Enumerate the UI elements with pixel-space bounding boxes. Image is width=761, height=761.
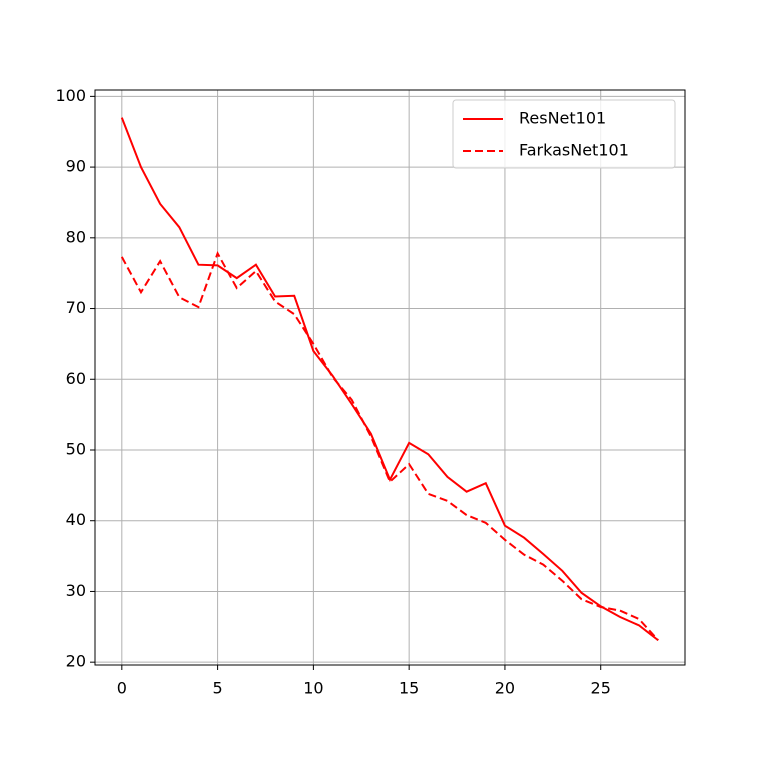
y-tick-label: 60: [66, 369, 86, 388]
y-tick-label: 50: [66, 439, 86, 458]
y-tick-label: 30: [66, 581, 86, 600]
y-tick-label: 70: [66, 298, 86, 317]
x-tick-label: 25: [591, 679, 611, 698]
plot-frame: [94, 89, 686, 666]
x-tick-label: 15: [399, 679, 419, 698]
y-tick-label: 90: [66, 157, 86, 176]
y-tick-label: 20: [66, 652, 86, 671]
x-tick-label: 20: [495, 679, 515, 698]
y-tick-label: 80: [66, 227, 86, 246]
series-line: [120, 117, 659, 642]
legend-label: ResNet101: [519, 109, 606, 128]
series-line: [120, 250, 659, 641]
y-tick-label: 40: [66, 510, 86, 529]
legend-box: [452, 99, 676, 169]
x-tick-label: 10: [303, 679, 323, 698]
x-tick-label: 5: [213, 679, 223, 698]
legend-label: FarkasNet101: [519, 141, 629, 160]
y-tick-label: 100: [55, 86, 86, 105]
x-tick-label: 0: [117, 679, 127, 698]
